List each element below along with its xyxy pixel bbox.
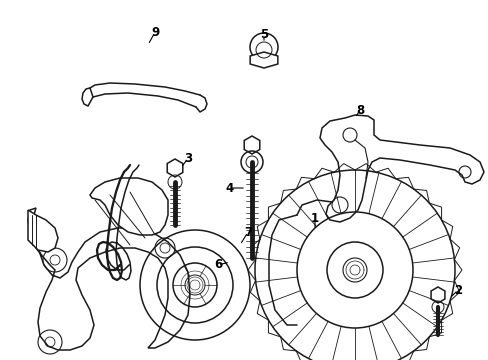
Polygon shape bbox=[28, 208, 190, 350]
Text: 1: 1 bbox=[310, 211, 318, 225]
Polygon shape bbox=[250, 52, 277, 68]
Polygon shape bbox=[244, 136, 259, 154]
Text: 9: 9 bbox=[151, 26, 159, 39]
Polygon shape bbox=[28, 210, 58, 252]
Text: 4: 4 bbox=[225, 181, 234, 194]
Polygon shape bbox=[319, 115, 483, 222]
Text: 6: 6 bbox=[213, 258, 222, 271]
Polygon shape bbox=[430, 287, 444, 303]
Text: 7: 7 bbox=[244, 225, 251, 238]
Text: 5: 5 bbox=[259, 28, 267, 41]
Polygon shape bbox=[167, 159, 183, 177]
Polygon shape bbox=[90, 178, 168, 235]
Text: 8: 8 bbox=[355, 104, 364, 117]
Text: 3: 3 bbox=[183, 152, 192, 165]
Circle shape bbox=[249, 33, 278, 61]
Text: 2: 2 bbox=[453, 284, 461, 297]
